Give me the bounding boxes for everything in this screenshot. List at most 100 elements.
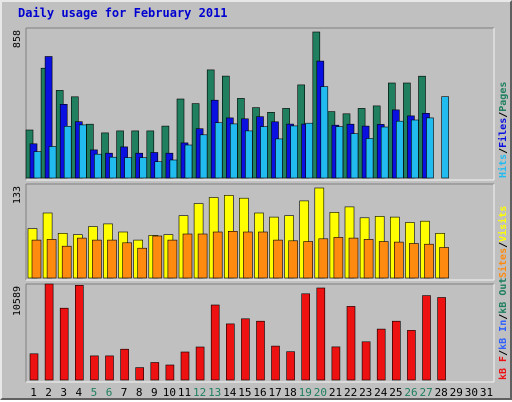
- bar-sites-day-11: [182, 233, 193, 279]
- x-tick-day-1: 1: [30, 386, 37, 399]
- x-tick-day-31: 31: [480, 386, 493, 399]
- bar-kb-f-day-18: [286, 351, 295, 381]
- x-tick-day-10: 10: [163, 386, 176, 399]
- bar-kb-f-day-14: [226, 323, 235, 381]
- x-tick-day-3: 3: [60, 386, 67, 399]
- bar-hits-day-24: [380, 126, 389, 179]
- bar-kb-f-day-23: [361, 341, 371, 381]
- legend-visits-sites: Sites/Visits: [497, 206, 509, 278]
- bar-hits-day-25: [395, 120, 404, 179]
- bar-hits-day-12: [199, 134, 208, 179]
- bar-sites-day-20: [318, 238, 329, 279]
- bar-sites-day-25: [393, 241, 404, 279]
- x-tick-day-14: 14: [223, 386, 237, 399]
- x-tick-day-20: 20: [314, 386, 327, 399]
- x-tick-day-4: 4: [75, 386, 82, 399]
- bar-files-day-2: [44, 56, 53, 179]
- bar-hits-day-2: [48, 146, 57, 179]
- bar-kb-f-day-28: [437, 297, 446, 381]
- legend-separator: /: [498, 350, 509, 356]
- bar-hits-day-17: [275, 138, 283, 179]
- legend-item-kb-out: kB Out: [498, 278, 509, 314]
- bar-kb-f-day-15: [241, 318, 250, 381]
- bar-hits-day-10: [169, 159, 178, 179]
- bar-sites-day-14: [228, 231, 238, 279]
- bar-sites-day-3: [61, 245, 72, 279]
- bar-hits-day-13: [214, 122, 223, 179]
- bar-sites-day-27: [424, 243, 434, 279]
- y-max-label-visits-sites: 133: [12, 186, 23, 204]
- x-tick-day-9: 9: [151, 386, 158, 399]
- bar-kb-f-day-12: [195, 346, 205, 381]
- bar-sites-day-15: [243, 231, 253, 279]
- x-tick-day-28: 28: [435, 386, 448, 399]
- x-tick-day-8: 8: [136, 386, 143, 399]
- x-tick-day-24: 24: [374, 386, 388, 399]
- bar-kb-f-day-11: [180, 351, 190, 381]
- bar-hits-day-1: [33, 151, 42, 179]
- bar-hits-day-14: [230, 123, 238, 179]
- y-max-label-pages-files-hits: 858: [12, 30, 23, 48]
- bar-kb-f-day-25: [391, 320, 401, 381]
- chart-title: Daily usage for February 2011: [18, 6, 228, 20]
- bar-kb-f-day-7: [120, 348, 129, 381]
- legend-kb: kB F/kB In/kB Out: [498, 278, 509, 380]
- bar-hits-day-5: [94, 153, 102, 179]
- bar-kb-f-day-1: [29, 353, 39, 381]
- bar-hits-day-8: [139, 157, 147, 179]
- x-tick-day-21: 21: [329, 386, 342, 399]
- legend-item-pages: Pages: [498, 82, 509, 112]
- legend-separator: /: [498, 148, 509, 154]
- bar-kb-f-day-19: [301, 293, 311, 381]
- bar-kb-f-day-8: [135, 367, 144, 381]
- legend-item-visits: Visits: [497, 206, 509, 242]
- x-tick-day-23: 23: [359, 386, 372, 399]
- legend-item-kb-in: kB In: [498, 320, 509, 350]
- x-tick-day-22: 22: [344, 386, 357, 399]
- legend-pages-files-hits: Hits/Files/Pages: [497, 82, 509, 178]
- bar-sites-day-22: [348, 237, 359, 279]
- legend-separator: /: [498, 112, 509, 118]
- bar-hits-day-28: [441, 96, 449, 179]
- bar-hits-day-6: [109, 156, 117, 179]
- bar-hits-day-20: [320, 86, 329, 179]
- x-tick-day-18: 18: [284, 386, 297, 399]
- x-tick-day-16: 16: [253, 386, 266, 399]
- bar-sites-day-21: [333, 237, 344, 279]
- bar-kb-f-day-10: [165, 364, 175, 381]
- bar-kb-f-day-20: [316, 287, 326, 381]
- bar-hits-day-4: [79, 124, 87, 179]
- bar-sites-day-24: [378, 241, 389, 279]
- bar-sites-day-1: [31, 239, 42, 279]
- bar-pages-day-10: [161, 125, 170, 179]
- bar-sites-day-5: [92, 239, 102, 279]
- bar-sites-day-16: [258, 231, 268, 279]
- bar-kb-f-day-9: [150, 362, 160, 381]
- bar-kb-f-day-2: [44, 283, 54, 381]
- bar-hits-day-23: [365, 138, 374, 179]
- bar-hits-day-7: [124, 157, 132, 179]
- bar-kb-f-day-4: [75, 284, 84, 381]
- bar-kb-f-day-13: [210, 304, 220, 381]
- bar-hits-day-19: [305, 122, 314, 179]
- bar-sites-day-26: [409, 243, 419, 279]
- bar-hits-day-18: [290, 125, 298, 179]
- legend-separator: /: [498, 314, 509, 320]
- x-tick-day-2: 2: [45, 386, 52, 399]
- bar-kb-f-day-27: [422, 295, 431, 381]
- bar-sites-day-13: [212, 231, 223, 279]
- x-tick-day-12: 12: [193, 386, 206, 399]
- bar-sites-day-8: [137, 247, 147, 279]
- bar-hits-day-9: [154, 161, 163, 179]
- bar-sites-day-2: [46, 239, 57, 279]
- x-tick-day-13: 13: [208, 386, 221, 399]
- x-tick-day-11: 11: [178, 386, 191, 399]
- x-tick-day-30: 30: [465, 386, 478, 399]
- bar-hits-day-11: [184, 144, 193, 179]
- bar-sites-day-17: [273, 239, 283, 279]
- bar-kb-f-day-5: [90, 355, 99, 381]
- bar-kb-f-day-6: [105, 355, 114, 381]
- x-tick-day-19: 19: [299, 386, 312, 399]
- bar-kb-f-day-24: [376, 328, 386, 381]
